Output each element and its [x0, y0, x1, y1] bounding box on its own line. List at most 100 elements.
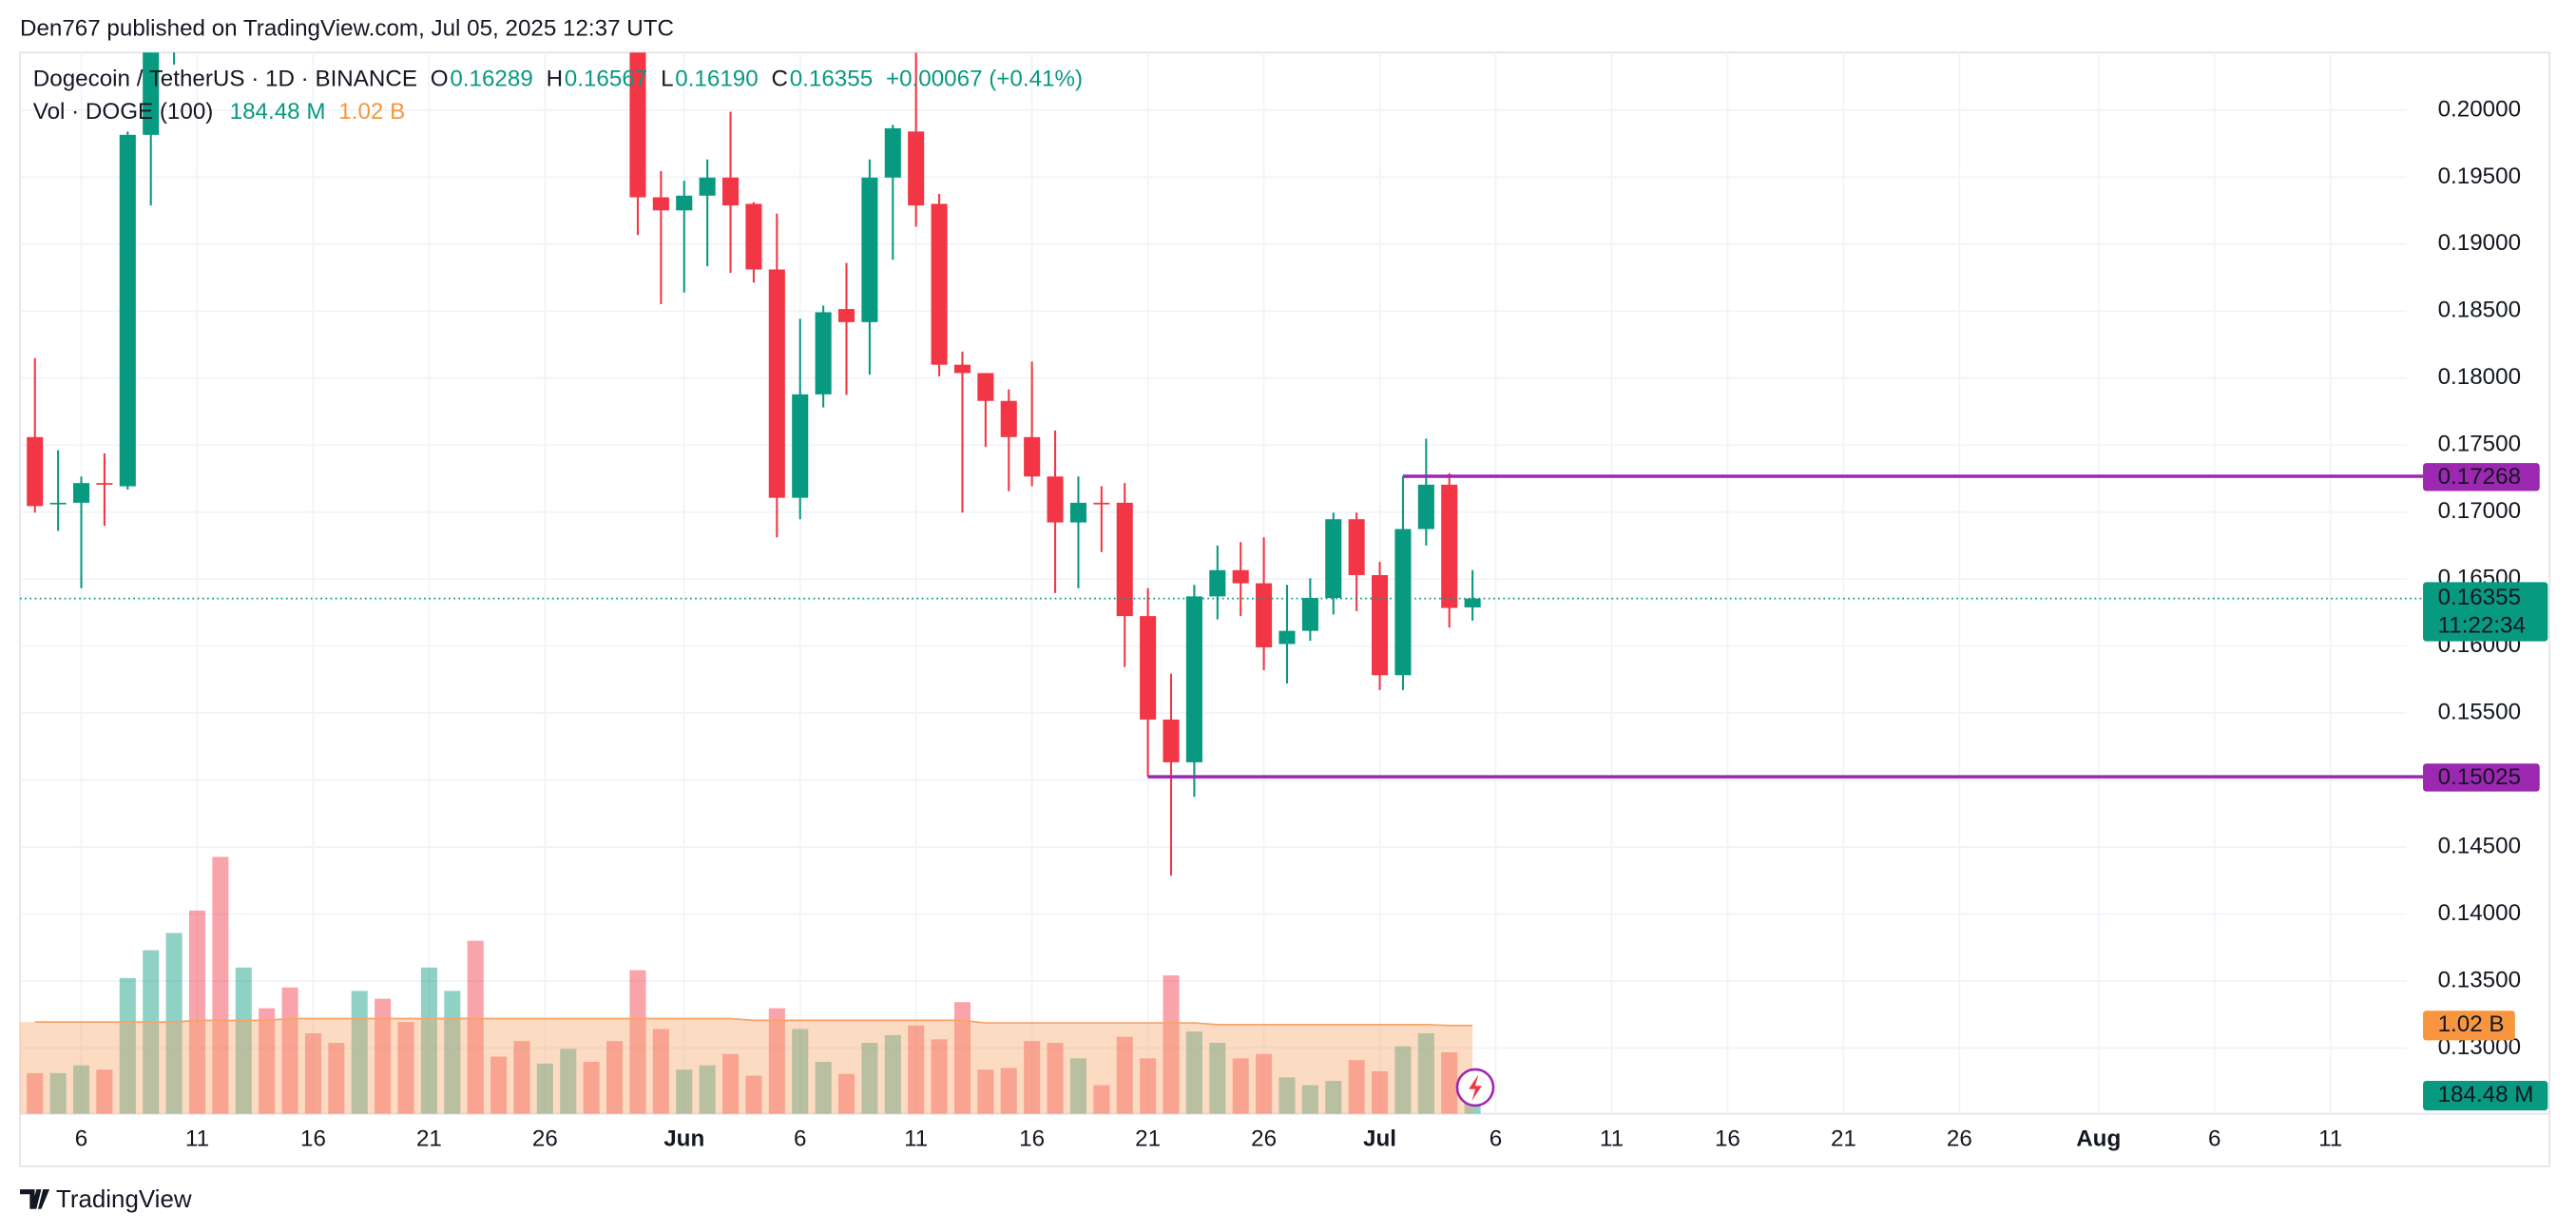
- x-tick-label: 16: [1715, 1126, 1740, 1152]
- y-tick-label: 0.15500: [2438, 700, 2521, 725]
- volume-bar: [1140, 1058, 1157, 1114]
- candles: [27, 52, 1481, 876]
- volume-bar: [792, 1029, 809, 1114]
- candle-body: [1000, 400, 1017, 437]
- volume-ma-label: 1.02 B: [2438, 1011, 2505, 1037]
- volume-bar: [1163, 975, 1180, 1114]
- volume-bar: [1232, 1058, 1249, 1114]
- chart-frame: [19, 51, 2550, 1167]
- volume-bar: [490, 1056, 508, 1114]
- volume-bar: [536, 1063, 553, 1114]
- volume-bar: [1047, 1042, 1064, 1114]
- volume-bar: [143, 950, 160, 1114]
- volume-bar: [235, 967, 252, 1114]
- x-tick-label: Jul: [1363, 1126, 1396, 1152]
- candle-body: [1417, 484, 1434, 529]
- x-tick-label: 26: [532, 1126, 558, 1152]
- volume-bar: [188, 910, 206, 1114]
- volume-bar: [721, 1053, 740, 1114]
- volume-bar: [1069, 1058, 1086, 1114]
- volume-bar: [1441, 1051, 1458, 1114]
- candle-body: [1372, 574, 1389, 676]
- y-tick-label: 0.19000: [2438, 230, 2521, 256]
- candle-body: [861, 177, 878, 322]
- level-label-box: [2423, 763, 2540, 792]
- volume-bar: [676, 1069, 693, 1114]
- legend-ohlc: Dogecoin / TetherUS · 1D · BINANCE O 0.162…: [33, 67, 1083, 92]
- candle-body: [1163, 719, 1180, 762]
- volume-bar: [1325, 1081, 1342, 1114]
- volume-bar: [49, 1072, 67, 1114]
- volume-bar: [1000, 1068, 1017, 1114]
- legend-symbol: Dogecoin / TetherUS · 1D · BINANCE: [33, 67, 417, 92]
- candle-body: [1301, 598, 1318, 631]
- candle-body: [953, 364, 971, 374]
- candle-body: [721, 177, 740, 206]
- volume-bar: [1209, 1042, 1226, 1114]
- level-label: 0.17268: [2438, 464, 2521, 490]
- price-label: 0.16355: [2438, 585, 2521, 610]
- level-label: 0.15025: [2438, 764, 2521, 790]
- legend-field: O: [431, 67, 449, 92]
- price-label-box: [2423, 582, 2548, 642]
- candle-body: [792, 394, 809, 498]
- level-label-box: [2423, 463, 2540, 491]
- volume-bar: [884, 1034, 901, 1114]
- volume-label: 184.48 M: [2438, 1082, 2534, 1107]
- volume-bar: [629, 970, 646, 1114]
- volume-bar: [1372, 1071, 1389, 1114]
- volume-bar: [212, 857, 229, 1114]
- x-tick-label: 6: [2208, 1126, 2220, 1152]
- volume-ma-area: [19, 1018, 1473, 1114]
- x-tick-label: 6: [1490, 1126, 1502, 1152]
- volume-bar: [1348, 1060, 1365, 1114]
- volume-bar: [467, 940, 484, 1114]
- x-tick-label: 6: [794, 1126, 806, 1152]
- x-tick-label: 11: [185, 1126, 209, 1152]
- y-tick-label: 0.20000: [2438, 96, 2521, 122]
- volume-bar: [259, 1008, 276, 1114]
- candle-body: [1256, 583, 1273, 647]
- x-tick-label: 26: [1251, 1126, 1277, 1152]
- volume-bar: [583, 1061, 600, 1114]
- legend-field: C: [772, 67, 788, 92]
- x-tick-label: Jun: [663, 1126, 704, 1152]
- volume-bar: [72, 1065, 90, 1114]
- volume-bar: [375, 998, 392, 1114]
- x-tick-label: 11: [2318, 1126, 2342, 1152]
- legend-value: 0.16567: [565, 67, 647, 92]
- volume-bar: [1093, 1085, 1110, 1114]
- countdown: 11:22:34: [2438, 612, 2526, 638]
- candle-body: [1232, 569, 1249, 584]
- candle-body: [27, 436, 44, 507]
- publish-info: Den767 published on TradingView.com, Jul…: [20, 15, 674, 41]
- volume-bar: [119, 977, 136, 1114]
- volume-bar: [1185, 1031, 1202, 1114]
- candle-body: [1209, 569, 1226, 597]
- x-tick-label: 21: [1831, 1126, 1856, 1152]
- volume-bar: [652, 1029, 669, 1114]
- candle-body: [837, 309, 855, 322]
- candle-body: [1325, 519, 1342, 599]
- candle-body: [652, 197, 669, 211]
- x-tick-label: Aug: [2076, 1126, 2121, 1152]
- y-tick-label: 0.17500: [2438, 432, 2521, 457]
- volume-bar: [768, 1008, 785, 1114]
- y-tick-label: 0.18000: [2438, 364, 2521, 390]
- volume-bar: [745, 1075, 762, 1114]
- volume-bar: [977, 1069, 994, 1114]
- candle-body: [49, 502, 67, 505]
- volume-bar: [560, 1049, 577, 1114]
- candle-body: [884, 127, 901, 178]
- candle-body: [1093, 502, 1110, 505]
- volume-bar: [1024, 1041, 1041, 1114]
- volume-bar: [908, 1025, 925, 1114]
- x-tick-label: 21: [1135, 1126, 1161, 1152]
- candle-body: [72, 483, 90, 503]
- legend-value: 0.16355: [790, 67, 873, 92]
- volume-bar: [1256, 1053, 1273, 1114]
- volume-bar: [1116, 1036, 1133, 1114]
- x-tick-label: 6: [75, 1126, 87, 1152]
- x-tick-label: 11: [904, 1126, 928, 1152]
